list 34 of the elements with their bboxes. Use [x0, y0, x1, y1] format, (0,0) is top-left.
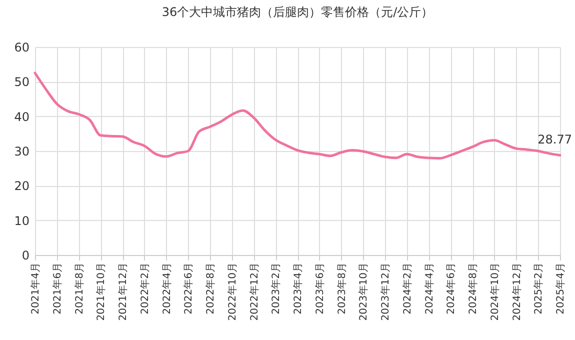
- y-tick-label: 50: [14, 75, 30, 90]
- x-tick-label: 2024年10月: [488, 262, 501, 321]
- annotation: 28.77: [538, 132, 572, 146]
- x-tick-label: 2022年2月: [138, 262, 151, 314]
- x-tick-label: 2023年12月: [380, 262, 392, 321]
- y-tick-label: 20: [14, 179, 30, 194]
- x-tick-label: 2022年4月: [160, 262, 173, 314]
- x-tick-label: 2025年2月: [532, 262, 545, 314]
- x-tick-label: 2024年8月: [467, 262, 479, 314]
- x-tick-label: 2023年8月: [336, 262, 348, 314]
- x-tick-label: 2021年6月: [51, 262, 64, 314]
- x-tick-label: 2024年12月: [510, 262, 523, 321]
- y-tick-label: 60: [14, 40, 30, 54]
- y-tick-label: 0: [22, 248, 30, 262]
- x-tick-label: 2024年2月: [401, 262, 414, 314]
- x-tick-label: 2021年10月: [95, 262, 108, 321]
- x-tick-label: 2023年4月: [292, 262, 304, 314]
- x-tick-label: 2022年10月: [226, 262, 238, 321]
- y-tick-label: 10: [14, 214, 30, 228]
- x-tick-label: 2021年4月: [30, 262, 42, 314]
- x-tick-label: 2022年6月: [182, 262, 195, 314]
- x-tick-label: 2024年4月: [423, 262, 436, 314]
- x-tick-label: 2023年10月: [358, 262, 370, 321]
- x-tick-label: 2023年6月: [314, 262, 326, 314]
- y-tick-label: 30: [14, 144, 30, 158]
- x-tick-label: 2025年4月: [554, 262, 566, 314]
- x-tick-label: 2024年6月: [445, 262, 458, 314]
- x-tick-label: 2022年8月: [204, 262, 216, 314]
- x-tick-label: 2021年8月: [73, 262, 86, 314]
- y-tick-label: 40: [14, 110, 30, 124]
- x-tick-label: 2021年12月: [117, 262, 129, 321]
- x-tick-label: 2023年2月: [270, 262, 282, 314]
- chart-title: 36个大中城市猪肉（后腿肉）零售价格（元/公斤）: [162, 5, 434, 19]
- x-tick-label: 2022年12月: [248, 262, 260, 321]
